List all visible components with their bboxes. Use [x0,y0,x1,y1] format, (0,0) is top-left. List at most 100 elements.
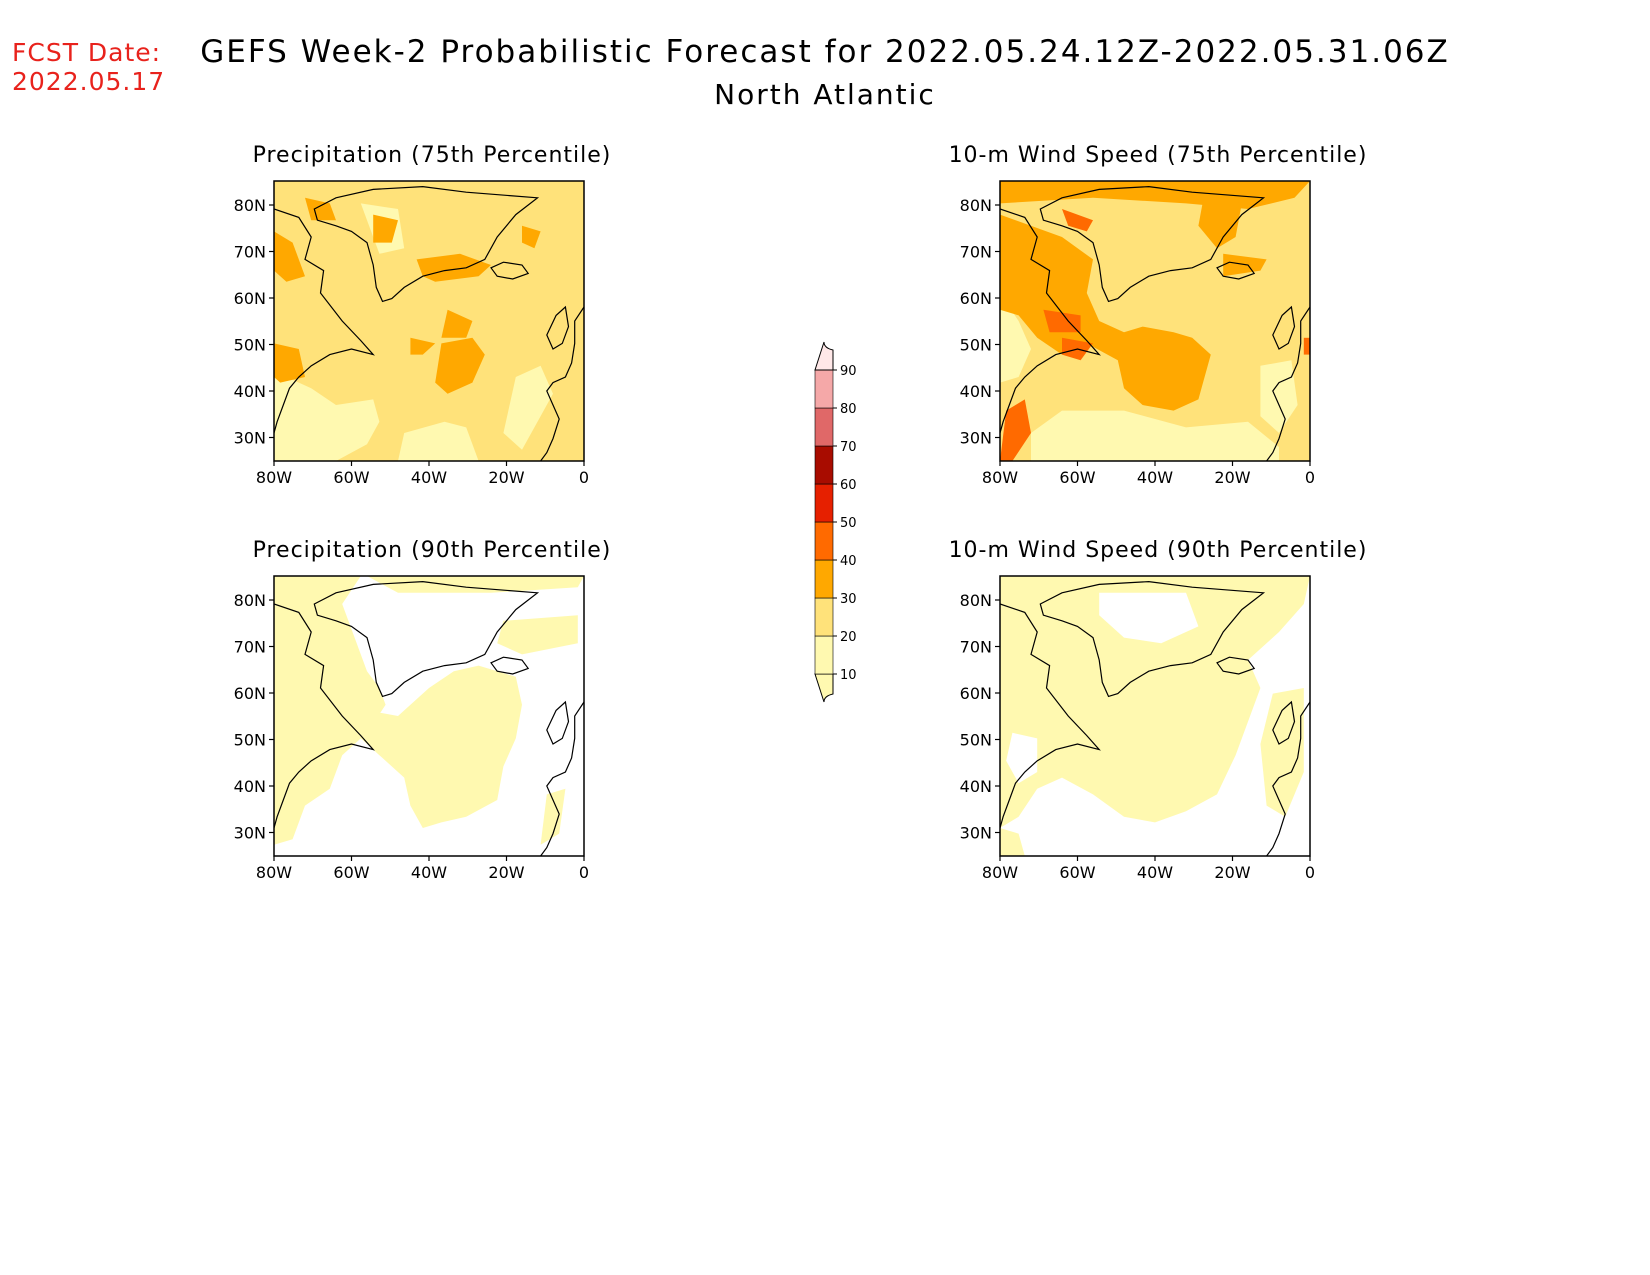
contour-region [367,576,584,593]
contour-region [398,421,479,461]
lat-label: 40N [234,777,266,796]
coastlines [274,185,584,461]
panel-title: 10-m Wind Speed (90th Percentile) [948,538,1368,563]
contour-region [410,337,436,355]
lat-label: 80N [234,591,266,610]
colorbar-label: 60 [840,478,857,493]
colorbar-high-end [814,341,834,371]
lat-label: 30N [234,429,266,448]
map-precip-90: 80N 70N 60N 50N 40N 30N 80W 60W 40W 20W 0 [234,575,589,882]
britain-coast [1272,700,1296,745]
lon-label: 80W [256,863,292,882]
contour-region [1000,576,1310,828]
lat-label: 70N [960,243,992,262]
contour-region [274,181,584,461]
lat-label: 80N [960,196,992,215]
contour-region [1000,828,1025,856]
map-panel-wind-90: 10-m Wind Speed (90th Percentile) 80N 70N… [948,538,1368,938]
contour-region [274,576,386,845]
colorbar-segment [814,483,834,523]
canada-coast [274,208,375,434]
colorbar-segment [814,369,834,409]
contour-region [416,253,491,282]
lon-label: 40W [411,468,447,487]
lon-label: 20W [488,863,524,882]
lat-label: 30N [234,824,266,843]
lon-label: 80W [256,468,292,487]
lon-label: 80W [982,468,1018,487]
contour-region [1260,688,1304,817]
contour-region [441,309,473,338]
canada-coast [274,603,375,829]
contour-region [1043,309,1081,333]
lat-label: 60N [234,684,266,703]
lat-label: 60N [960,684,992,703]
europe-coast [540,306,584,461]
contour-fills [1000,576,1310,856]
lon-label: 20W [488,468,524,487]
contour-region [360,665,522,828]
lon-label: 0 [1305,468,1315,487]
canada-coast [1000,208,1101,434]
lon-label: 0 [579,863,589,882]
contour-region [1062,209,1093,232]
lat-label: 50N [960,336,992,355]
map-wind-90: 80N 70N 60N 50N 40N 30N 80W 60W 40W 20W 0 [960,575,1315,882]
lon-label: 20W [1214,468,1250,487]
forecast-date: FCST Date: 2022.05.17 [12,38,165,96]
lat-label: 70N [234,638,266,657]
contour-region [1303,337,1310,355]
europe-coast [1266,306,1310,461]
lat-label: 30N [960,429,992,448]
contour-fills [1000,181,1310,461]
coastlines [1000,580,1310,856]
colorbar-label: 20 [840,630,857,645]
lon-label: 60W [1059,863,1095,882]
forecast-date-label: FCST Date: [12,38,162,67]
lon-label: 20W [1214,863,1250,882]
contour-region [540,788,566,845]
coastlines [1000,185,1310,461]
iceland-coast [1216,261,1256,280]
map-wind-75: 80N 70N 60N 50N 40N 30N 80W 60W 40W 20W 0 [960,180,1315,487]
map-precip-75: 80N 70N 60N 50N 40N 30N 80W 60W 40W 20W 0 [234,180,589,487]
lon-label: 60W [333,468,369,487]
contour-region [274,371,380,461]
greenland-coast [1039,580,1266,698]
colorbar-label: 40 [840,554,857,569]
page-subtitle: North Atlantic [714,78,936,111]
lat-label: 60N [960,289,992,308]
lat-label: 40N [960,382,992,401]
map-panel-wind-75: 10-m Wind Speed (75th Percentile) 80N 70N… [948,143,1368,543]
colorbar-segment [814,635,834,675]
lon-label: 80W [982,863,1018,882]
lon-label: 40W [1137,468,1173,487]
contour-region [1000,399,1031,461]
contour-region [435,337,485,394]
britain-coast [546,305,570,350]
contour-region [1000,293,1031,383]
contour-region [305,197,336,221]
colorbar-label: 50 [840,516,857,531]
map-panel-precip-90: Precipitation (90th Percentile) 80N 70N 60… [222,538,642,938]
lon-label: 60W [333,863,369,882]
greenland-coast [313,580,540,698]
contour-region [522,225,541,249]
lat-label: 50N [234,336,266,355]
panel-title: Precipitation (90th Percentile) [252,538,612,563]
lat-label: 50N [960,731,992,750]
contour-region [274,231,305,282]
greenland-coast [313,185,540,303]
colorbar-segment [814,521,834,561]
colorbar-label: 80 [840,402,857,417]
contour-region [497,615,578,655]
contour-region [373,214,398,243]
lon-label: 60W [1059,468,1095,487]
page-title: GEFS Week-2 Probabilistic Forecast for 2… [200,34,1450,70]
lon-label: 40W [411,863,447,882]
contour-region [1000,214,1211,411]
lat-label: 40N [234,382,266,401]
contour-region [274,343,305,383]
greenland-coast [1039,185,1266,303]
lat-label: 70N [960,638,992,657]
